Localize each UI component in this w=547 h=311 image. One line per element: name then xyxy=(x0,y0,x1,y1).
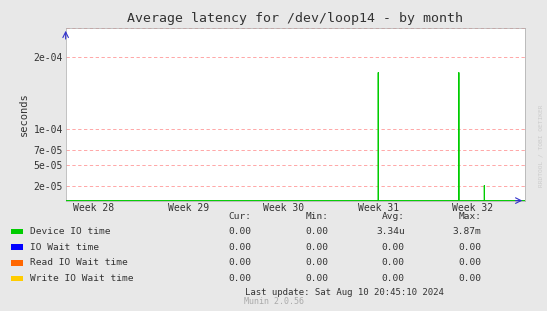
Text: 0.00: 0.00 xyxy=(382,274,405,283)
Text: 0.00: 0.00 xyxy=(305,274,328,283)
Text: Min:: Min: xyxy=(305,212,328,220)
Text: 0.00: 0.00 xyxy=(229,243,252,252)
Text: Last update: Sat Aug 10 20:45:10 2024: Last update: Sat Aug 10 20:45:10 2024 xyxy=(245,288,444,297)
Text: 0.00: 0.00 xyxy=(305,243,328,252)
Text: Max:: Max: xyxy=(458,212,481,220)
Text: 3.34u: 3.34u xyxy=(376,227,405,236)
Text: Write IO Wait time: Write IO Wait time xyxy=(30,274,133,283)
Text: 0.00: 0.00 xyxy=(458,274,481,283)
Text: IO Wait time: IO Wait time xyxy=(30,243,98,252)
Text: 0.00: 0.00 xyxy=(229,274,252,283)
Text: Device IO time: Device IO time xyxy=(30,227,110,236)
Text: 0.00: 0.00 xyxy=(305,258,328,267)
Text: Cur:: Cur: xyxy=(229,212,252,220)
Y-axis label: seconds: seconds xyxy=(19,92,30,136)
Title: Average latency for /dev/loop14 - by month: Average latency for /dev/loop14 - by mon… xyxy=(127,12,463,26)
Text: RRDTOOL / TOBI OETIKER: RRDTOOL / TOBI OETIKER xyxy=(538,105,543,188)
Text: 0.00: 0.00 xyxy=(458,258,481,267)
Text: 0.00: 0.00 xyxy=(382,243,405,252)
Text: 0.00: 0.00 xyxy=(305,227,328,236)
Text: 0.00: 0.00 xyxy=(382,258,405,267)
Text: Avg:: Avg: xyxy=(382,212,405,220)
Text: 3.87m: 3.87m xyxy=(452,227,481,236)
Text: 0.00: 0.00 xyxy=(229,227,252,236)
Text: 0.00: 0.00 xyxy=(229,258,252,267)
Text: Read IO Wait time: Read IO Wait time xyxy=(30,258,127,267)
Text: Munin 2.0.56: Munin 2.0.56 xyxy=(243,297,304,306)
Text: 0.00: 0.00 xyxy=(458,243,481,252)
